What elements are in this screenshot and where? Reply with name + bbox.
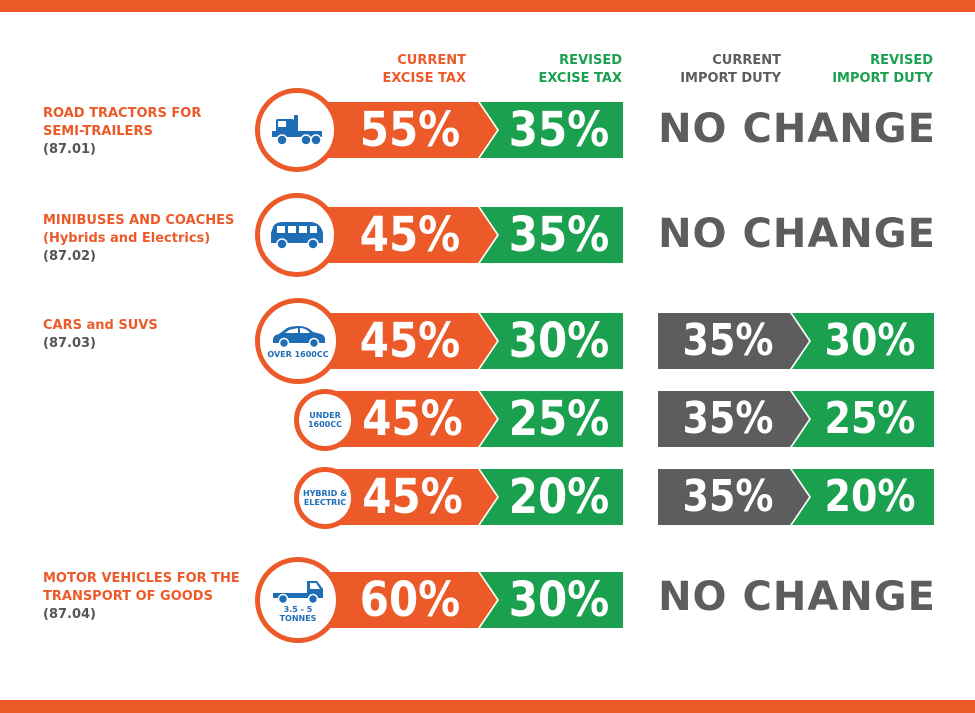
header-revised-excise: REVISED EXCISE TAX (472, 52, 622, 88)
header-current-excise-line1: CURRENT (397, 53, 466, 68)
icon-label: OVER 1600CC (267, 349, 329, 359)
current-excise-value: 55% (359, 101, 461, 158)
current-excise-value: 60% (359, 571, 461, 628)
under-1600cc-badge: UNDER 1600CC (294, 389, 356, 451)
current-excise-value: 45% (362, 468, 463, 525)
category-road-tractors: ROAD TRACTORS FOR SEMI-TRAILERS (87.01) (43, 105, 253, 159)
header-current-excise: CURRENT EXCISE TAX (316, 52, 466, 88)
revised-import-value: 20% (824, 470, 916, 522)
revised-excise-value: 25% (508, 390, 610, 447)
revised-excise-value: 35% (508, 206, 610, 263)
current-import-value: 35% (682, 392, 774, 444)
header-current-import-line2: IMPORT DUTY (680, 71, 781, 86)
current-excise-bar (320, 469, 497, 525)
revised-import-value: 25% (824, 392, 916, 444)
lorry-icon: 3.5 - 5 TONNES (255, 557, 341, 643)
category-minibuses: MINIBUSES AND COACHES (Hybrids and Elect… (43, 212, 253, 266)
header-current-import: CURRENT IMPORT DUTY (631, 52, 781, 88)
category-name-line: CARS and SUVS (43, 318, 158, 333)
icon-label: TONNES (279, 614, 317, 623)
category-name-line: ROAD TRACTORS FOR (43, 106, 202, 121)
car-icon: OVER 1600CC (255, 298, 341, 384)
hybrid-electric-badge: HYBRID & ELECTRIC (294, 467, 356, 529)
current-import-bar (658, 313, 809, 369)
header-revised-excise-line2: EXCISE TAX (538, 71, 622, 86)
truck-tractor-icon (255, 88, 339, 172)
no-change-text: NO CHANGE (658, 106, 936, 152)
lorry-glyph (273, 581, 323, 605)
current-excise-bar (300, 572, 497, 628)
category-goods-vehicles: MOTOR VEHICLES FOR THE TRANSPORT OF GOOD… (43, 570, 253, 624)
current-import-bar (658, 469, 809, 525)
revised-excise-value: 30% (508, 312, 610, 369)
current-excise-bar (300, 207, 497, 263)
category-name-line: TRANSPORT OF GOODS (43, 589, 213, 604)
no-change-text: NO CHANGE (658, 574, 936, 620)
no-change-text: NO CHANGE (658, 211, 936, 257)
current-excise-value: 45% (362, 390, 463, 447)
category-name-line: MINIBUSES AND COACHES (43, 213, 235, 228)
category-name-line: (Hybrids and Electrics) (43, 231, 211, 246)
car-glyph (273, 325, 325, 348)
category-code: (87.03) (43, 336, 97, 351)
revised-import-bar (792, 469, 934, 525)
header-revised-import-line1: REVISED (870, 53, 933, 68)
icon-label: HYBRID & (302, 489, 348, 498)
revised-import-value: 30% (824, 314, 916, 366)
icon-label: 1600CC (307, 420, 342, 429)
revised-excise-value: 20% (508, 468, 610, 525)
icon-label: 3.5 - 5 (283, 605, 313, 614)
icon-label: UNDER (309, 411, 341, 420)
bottom-accent-bar (0, 700, 975, 713)
current-excise-bar (300, 102, 497, 158)
category-cars-suvs: CARS and SUVS (87.03) (43, 317, 253, 353)
category-name-line: SEMI-TRAILERS (43, 124, 153, 139)
current-excise-value: 45% (359, 312, 461, 369)
revised-excise-value: 30% (508, 571, 610, 628)
header-current-import-line1: CURRENT (712, 53, 781, 68)
revised-excise-bar (480, 313, 623, 369)
minibus-icon (255, 193, 339, 277)
revised-excise-bar (480, 572, 623, 628)
category-code: (87.01) (43, 142, 97, 157)
top-accent-bar (0, 0, 975, 12)
icon-label: ELECTRIC (303, 498, 347, 507)
revised-excise-bar (480, 102, 623, 158)
category-code: (87.02) (43, 249, 97, 264)
revised-excise-bar (480, 469, 623, 525)
category-code: (87.04) (43, 607, 97, 622)
current-import-value: 35% (682, 314, 774, 366)
current-excise-value: 45% (359, 206, 461, 263)
revised-excise-bar (480, 207, 623, 263)
minibus-glyph (271, 222, 323, 250)
revised-import-bar (792, 391, 934, 447)
category-name-line: MOTOR VEHICLES FOR THE (43, 571, 240, 586)
header-revised-excise-line1: REVISED (559, 53, 622, 68)
current-excise-bar (320, 391, 497, 447)
revised-excise-bar (480, 391, 623, 447)
header-current-excise-line2: EXCISE TAX (382, 71, 466, 86)
revised-excise-value: 35% (508, 101, 610, 158)
header-revised-import: REVISED IMPORT DUTY (783, 52, 933, 88)
revised-import-bar (792, 313, 934, 369)
current-excise-bar (300, 313, 497, 369)
header-revised-import-line2: IMPORT DUTY (832, 71, 933, 86)
truck-tractor-glyph (272, 115, 322, 146)
current-import-value: 35% (682, 470, 774, 522)
current-import-bar (658, 391, 809, 447)
